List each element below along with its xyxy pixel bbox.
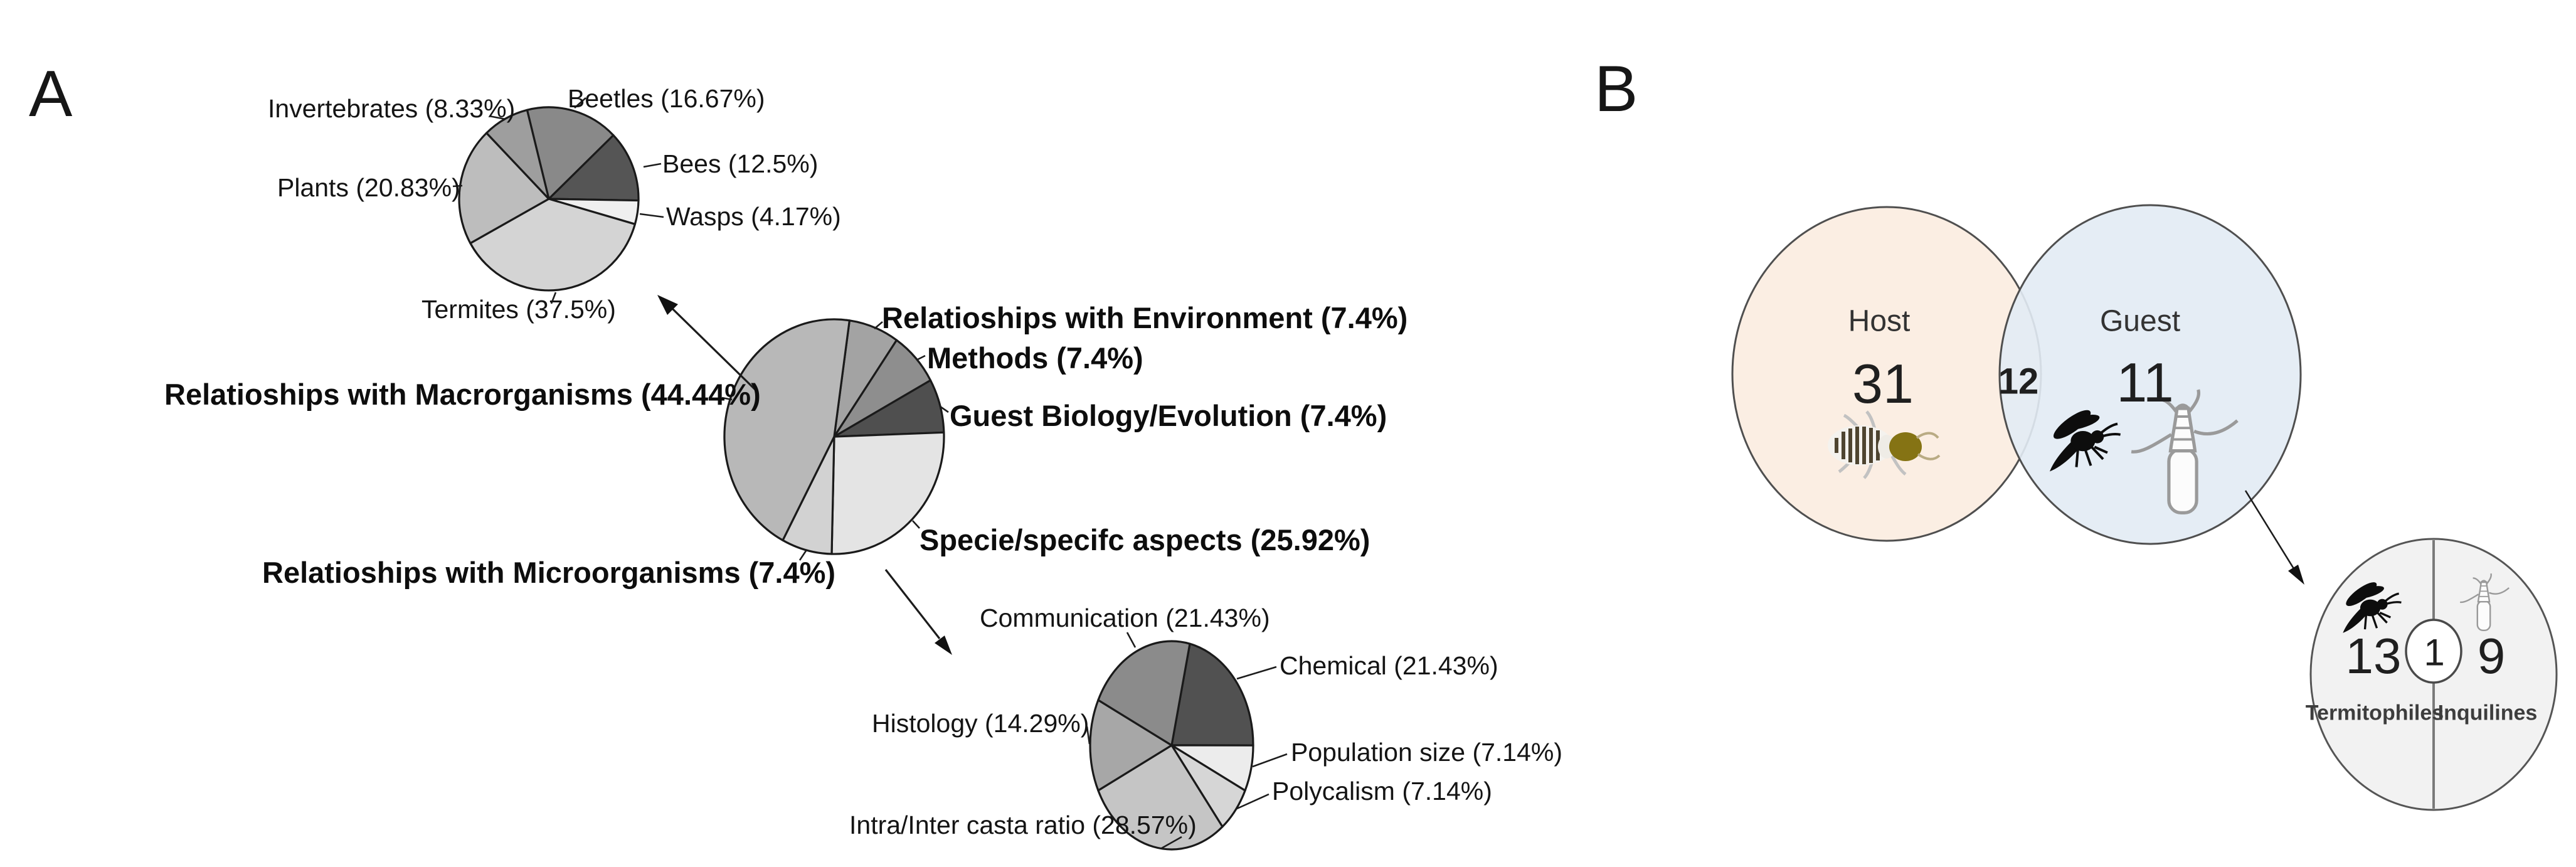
pie3-label-chemical: Chemical (21.43%) <box>1280 651 1498 680</box>
pie1-label-invertebrates: Invertebrates (8.33%) <box>268 94 516 123</box>
pie2-label-species-aspects: Specie/specifc aspects (25.92%) <box>920 523 1370 556</box>
pie-chart-macroorganism-hosts <box>458 106 640 292</box>
pie-slice-beetles <box>526 106 615 200</box>
arrow-main-to-host-pie <box>657 295 757 391</box>
pie-slice-bees <box>548 134 640 202</box>
termitophiles-label: Termitophiles <box>2305 701 2444 725</box>
pie3-label-population-size: Population size (7.14%) <box>1291 738 1563 767</box>
venn-guest-count: 11 <box>2116 351 2174 413</box>
venn-intersection-count: 12 <box>1998 361 2039 402</box>
venn-guest-ellipse <box>1998 204 2302 545</box>
pie2-label-microorganisms: Relatioships with Microorganisms (7.4%) <box>262 556 836 589</box>
pie1-label-beetles: Beetles (16.67%) <box>568 84 765 113</box>
inquilines-count: 9 <box>2477 628 2506 684</box>
pie-label-ticks <box>452 97 1288 849</box>
detail-center-count: 1 <box>2424 631 2445 674</box>
pie1-label-termites: Termites (37.5%) <box>421 295 616 324</box>
venn-guest-label: Guest <box>2099 304 2181 338</box>
pie-slice-macroorganisms <box>723 318 851 541</box>
inquilines-label: Inquilines <box>2437 701 2538 725</box>
pie3-label-histology: Histology (14.29%) <box>872 709 1089 738</box>
arrow-main-to-termite-pie <box>884 569 952 655</box>
pie-chart-research-themes <box>723 318 945 555</box>
pie3-label-communication: Communication (21.43%) <box>980 604 1270 632</box>
pie-slice-chemical <box>1170 642 1254 747</box>
panel-a-label: A <box>29 58 73 130</box>
panel-b-label: B <box>1594 53 1638 125</box>
pie2-label-macroorganisms: Relatioships with Macrorganisms (44.44%) <box>164 378 761 411</box>
pie3-label-intra-inter-casta-ratio: Intra/Inter casta ratio (28.57%) <box>849 811 1197 839</box>
detail-circle-center-bubble <box>2405 619 2462 684</box>
pie-slice-termites <box>469 198 636 292</box>
pie-slice-communication <box>1097 640 1191 747</box>
pie2-label-guest-biology: Guest Biology/Evolution (7.4%) <box>950 399 1387 432</box>
venn-host-label: Host <box>1848 304 1911 338</box>
pie3-label-polycalism: Polycalism (7.14%) <box>1272 777 1492 806</box>
pie2-label-methods: Methods (7.4%) <box>927 341 1143 375</box>
pie1-label-plants: Plants (20.83%) <box>277 173 460 202</box>
pie1-label-wasps: Wasps (4.17%) <box>666 202 841 231</box>
arrow-guest-to-detail-circle <box>2244 490 2304 585</box>
pie-chart-termite-topics <box>1089 640 1254 851</box>
pie2-label-environment: Relatioships with Environment (7.4%) <box>882 301 1408 334</box>
pie-slice-histology <box>1089 699 1173 792</box>
termitophiles-count: 13 <box>2345 628 2402 684</box>
termite-icon <box>1828 410 1941 479</box>
pie-slice-species-aspects <box>830 431 945 555</box>
pie1-label-bees: Bees (12.5%) <box>662 149 819 178</box>
pie-slice-intra-inter-casta-ratio <box>1097 744 1224 851</box>
venn-host-count: 31 <box>1852 353 1914 415</box>
